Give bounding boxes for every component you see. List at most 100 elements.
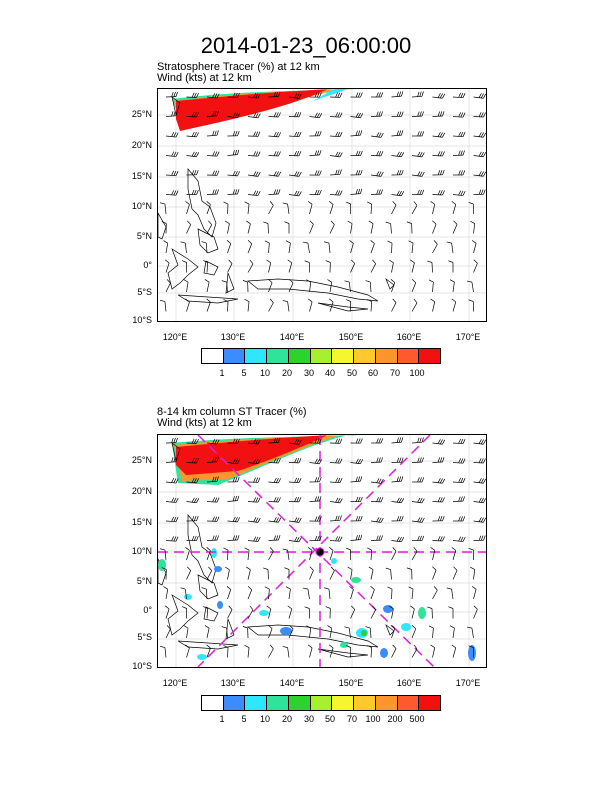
wind-barb-flag bbox=[398, 151, 402, 157]
wind-barb-shaft bbox=[390, 223, 392, 234]
wind-barb-flag bbox=[337, 498, 341, 503]
wind-barb-shaft bbox=[268, 262, 272, 273]
wind-barb-flag bbox=[316, 131, 320, 136]
wind-barb-flag bbox=[237, 189, 240, 195]
wind-barb-flag bbox=[442, 111, 445, 117]
wind-barb-flag bbox=[396, 130, 399, 136]
wind-barb-flag bbox=[208, 566, 212, 571]
wind-barb-flag bbox=[372, 605, 376, 610]
wind-barb-shaft bbox=[370, 203, 373, 215]
wind-barb-shaft bbox=[309, 628, 312, 639]
wind-barb-flag bbox=[396, 437, 399, 443]
wind-barb-flag bbox=[460, 112, 464, 118]
wind-barb-flag bbox=[316, 112, 320, 118]
wind-barb-shaft bbox=[329, 462, 341, 464]
wind-barb-flag bbox=[193, 92, 197, 98]
panel2-lon-label: 150°E bbox=[338, 678, 364, 688]
wind-barb-flag bbox=[287, 259, 292, 264]
colorbar-swatch bbox=[332, 349, 355, 363]
wind-barb-shaft bbox=[329, 570, 335, 580]
wind-barb-shaft bbox=[206, 134, 218, 137]
wind-barb-flag bbox=[439, 111, 443, 117]
wind-barb-flag bbox=[462, 516, 466, 522]
panel1-colorbar-label: 40 bbox=[324, 368, 335, 378]
panel1-colorbar-label: 60 bbox=[367, 368, 378, 378]
wind-barb-flag bbox=[483, 439, 486, 445]
wind-barb-flag bbox=[298, 93, 302, 99]
wind-barb-flag bbox=[442, 497, 445, 503]
wind-barb-flag bbox=[196, 516, 199, 521]
wind-barb-flag bbox=[275, 112, 279, 118]
wind-barb-flag bbox=[316, 477, 320, 482]
wind-barb-shaft bbox=[247, 96, 258, 99]
wind-barb-flag bbox=[173, 151, 177, 157]
wind-barb-shaft bbox=[288, 589, 291, 600]
wind-barb-flag bbox=[458, 516, 461, 522]
wind-barb-flag bbox=[181, 260, 187, 263]
wind-barb-flag bbox=[458, 112, 462, 118]
wind-barb-flag bbox=[396, 151, 400, 157]
wind-barb-flag bbox=[171, 477, 175, 483]
wind-barb-flag bbox=[349, 240, 354, 244]
wind-barb-shaft bbox=[247, 243, 253, 254]
wind-barb-flag bbox=[376, 150, 379, 156]
wind-barb-shaft bbox=[452, 282, 455, 293]
wind-barb-shaft bbox=[329, 501, 340, 504]
colorbar-swatch bbox=[419, 349, 441, 363]
wind-barb-flag bbox=[335, 131, 339, 137]
wind-barb-flag bbox=[187, 566, 191, 571]
wind-barb-shaft bbox=[432, 628, 434, 639]
wind-barb-flag bbox=[328, 298, 334, 303]
wind-barb-flag bbox=[335, 497, 339, 503]
wind-barb-flag bbox=[206, 201, 211, 205]
wind-barb-flag bbox=[296, 151, 300, 156]
wind-barb-flag bbox=[171, 151, 175, 157]
wind-barb-flag bbox=[171, 497, 175, 503]
wind-barb-flag bbox=[275, 535, 279, 541]
wind-barb-flag bbox=[212, 189, 215, 195]
wind-barb-shaft bbox=[268, 155, 279, 157]
colorbar-swatch bbox=[223, 696, 246, 710]
wind-barb-flag bbox=[237, 171, 240, 177]
wind-barb-flag bbox=[480, 535, 484, 541]
wind-barb-flag bbox=[328, 547, 334, 551]
wind-barb-shaft bbox=[350, 480, 361, 483]
wind-barb-flag bbox=[191, 189, 195, 195]
wind-barb-shaft bbox=[452, 550, 457, 561]
panel1-colorbar-label: 50 bbox=[346, 368, 357, 378]
wind-barb-flag bbox=[319, 170, 322, 176]
wind-barb-flag bbox=[257, 113, 261, 119]
wind-barb-flag bbox=[471, 586, 477, 590]
wind-barb-flag bbox=[221, 626, 227, 629]
wind-barb-flag bbox=[376, 111, 379, 117]
wind-barb-flag bbox=[401, 457, 404, 463]
wind-barb-flag bbox=[212, 476, 215, 482]
wind-barb-shaft bbox=[391, 204, 397, 215]
wind-barb-flag bbox=[355, 535, 358, 541]
wind-barb-shaft bbox=[288, 96, 299, 99]
wind-barb-flag bbox=[196, 189, 199, 195]
wind-barb-flag bbox=[357, 150, 361, 156]
wind-barb-flag bbox=[316, 150, 320, 156]
wind-barb-flag bbox=[273, 151, 277, 156]
wind-barb-flag bbox=[355, 150, 359, 156]
panel2-lat-label: 25°N bbox=[131, 455, 152, 465]
wind-barb-flag bbox=[296, 191, 300, 196]
wind-barb-flag bbox=[306, 625, 311, 629]
wind-barb-flag bbox=[388, 259, 394, 263]
wind-barb-shaft bbox=[206, 550, 211, 561]
wind-barb-flag bbox=[421, 535, 425, 541]
wind-barb-flag bbox=[380, 189, 383, 195]
wind-barb-flag bbox=[437, 516, 441, 522]
panel2-colorbar-label: 5 bbox=[241, 714, 247, 724]
wind-barb-flag bbox=[196, 438, 199, 444]
wind-barb-flag bbox=[282, 202, 288, 205]
wind-barb-flag bbox=[410, 259, 415, 264]
wind-barb-flag bbox=[314, 112, 318, 118]
wind-barb-flag bbox=[224, 566, 230, 570]
wind-barb-shaft bbox=[288, 262, 293, 273]
wind-barb-flag bbox=[372, 259, 376, 264]
wind-barb-shaft bbox=[452, 647, 457, 658]
wind-barb-flag bbox=[392, 201, 397, 206]
wind-barb-flag bbox=[439, 439, 443, 445]
